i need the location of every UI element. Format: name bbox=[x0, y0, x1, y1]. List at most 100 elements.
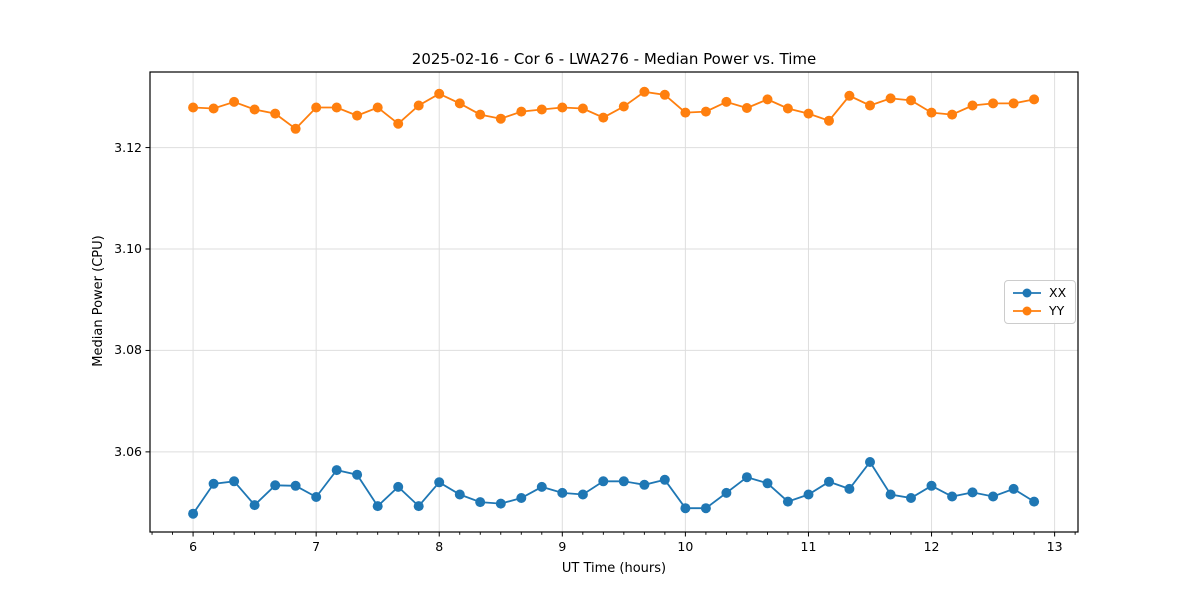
data-point-xx bbox=[454, 489, 465, 500]
data-point-xx bbox=[557, 487, 568, 498]
data-point-xx bbox=[331, 465, 342, 476]
data-point-xx bbox=[700, 503, 711, 514]
x-tick-label: 11 bbox=[800, 539, 817, 554]
legend-line-xx-icon bbox=[1013, 288, 1041, 298]
legend-label-xx: XX bbox=[1049, 285, 1067, 300]
data-point-yy bbox=[434, 88, 445, 99]
data-point-yy bbox=[393, 118, 404, 129]
data-point-yy bbox=[413, 100, 424, 111]
data-point-xx bbox=[311, 492, 322, 502]
data-point-xx bbox=[721, 487, 732, 498]
data-point-yy bbox=[700, 106, 711, 117]
data-point-xx bbox=[372, 501, 383, 512]
legend: XX YY bbox=[1004, 280, 1077, 324]
data-point-yy bbox=[782, 103, 793, 114]
data-point-yy bbox=[844, 90, 855, 101]
x-axis-label: UT Time (hours) bbox=[561, 561, 667, 576]
data-point-xx bbox=[413, 501, 424, 512]
data-point-yy bbox=[290, 123, 301, 134]
data-point-xx bbox=[1029, 496, 1040, 507]
data-point-yy bbox=[824, 115, 834, 126]
data-point-xx bbox=[803, 489, 814, 500]
data-point-xx bbox=[947, 491, 958, 502]
data-point-xx bbox=[762, 478, 773, 489]
x-tick-label: 7 bbox=[312, 539, 321, 554]
data-point-yy bbox=[188, 102, 199, 113]
data-point-xx bbox=[906, 493, 916, 503]
data-point-yy bbox=[988, 98, 999, 109]
data-point-yy bbox=[557, 102, 568, 113]
x-tick-label: 10 bbox=[677, 539, 694, 554]
x-tick-label: 6 bbox=[189, 539, 198, 554]
data-point-xx bbox=[475, 497, 486, 508]
plot-area bbox=[149, 71, 1079, 533]
data-point-xx bbox=[885, 489, 896, 500]
data-point-xx bbox=[782, 496, 793, 507]
data-point-xx bbox=[926, 480, 937, 491]
data-point-xx bbox=[249, 500, 260, 511]
data-point-yy bbox=[639, 86, 650, 97]
data-point-yy bbox=[947, 109, 958, 120]
data-point-xx bbox=[577, 489, 588, 500]
data-point-xx bbox=[618, 476, 629, 487]
data-point-yy bbox=[885, 93, 896, 104]
data-point-xx bbox=[988, 491, 999, 502]
data-point-xx bbox=[659, 474, 670, 485]
legend-item-xx: XX bbox=[1012, 286, 1066, 300]
data-point-yy bbox=[598, 112, 609, 123]
legend-label-yy: YY bbox=[1049, 303, 1065, 318]
data-point-yy bbox=[967, 100, 978, 111]
y-tick-label: 3.12 bbox=[114, 139, 142, 155]
data-point-xx bbox=[495, 498, 506, 509]
data-point-xx bbox=[188, 508, 199, 519]
data-point-yy bbox=[865, 100, 875, 111]
data-point-yy bbox=[516, 106, 527, 117]
data-point-xx bbox=[598, 476, 609, 487]
data-point-yy bbox=[618, 101, 629, 112]
y-tick-label: 3.10 bbox=[114, 241, 142, 256]
legend-line-yy-icon bbox=[1013, 306, 1041, 316]
data-point-xx bbox=[639, 479, 650, 490]
data-point-yy bbox=[249, 104, 260, 115]
data-point-yy bbox=[906, 95, 916, 106]
x-tick-label: 8 bbox=[435, 539, 444, 554]
data-point-xx bbox=[741, 472, 752, 483]
data-point-xx bbox=[865, 457, 875, 467]
data-point-xx bbox=[1008, 483, 1019, 494]
data-point-xx bbox=[270, 480, 281, 491]
chart-title: 2025-02-16 - Cor 6 - LWA276 - Median Pow… bbox=[411, 50, 817, 68]
data-point-xx bbox=[393, 481, 404, 492]
data-point-yy bbox=[762, 94, 773, 105]
x-tick-label: 9 bbox=[558, 539, 567, 554]
data-point-yy bbox=[475, 109, 486, 120]
data-point-xx bbox=[536, 481, 547, 492]
data-point-yy bbox=[229, 96, 240, 107]
data-point-yy bbox=[495, 113, 506, 124]
data-point-yy bbox=[577, 103, 588, 114]
data-point-yy bbox=[352, 110, 363, 121]
data-point-yy bbox=[454, 98, 465, 109]
data-point-yy bbox=[536, 104, 547, 115]
data-point-xx bbox=[352, 469, 363, 480]
data-point-yy bbox=[741, 103, 752, 113]
data-point-yy bbox=[803, 108, 814, 119]
y-tick-label: 3.08 bbox=[114, 342, 142, 358]
data-point-yy bbox=[372, 102, 383, 113]
x-tick-label: 12 bbox=[923, 539, 940, 554]
data-point-yy bbox=[331, 102, 342, 113]
data-point-xx bbox=[229, 476, 240, 487]
data-point-yy bbox=[659, 89, 670, 100]
data-point-xx bbox=[844, 483, 855, 494]
data-point-xx bbox=[434, 477, 445, 488]
y-tick-label: 3.06 bbox=[114, 443, 142, 459]
data-point-yy bbox=[680, 107, 691, 118]
data-point-xx bbox=[967, 487, 978, 498]
data-point-xx bbox=[824, 476, 834, 487]
data-point-xx bbox=[516, 493, 527, 503]
data-point-yy bbox=[721, 96, 732, 107]
x-tick-label: 13 bbox=[1046, 539, 1063, 554]
legend-item-yy: YY bbox=[1012, 304, 1066, 318]
data-point-yy bbox=[270, 108, 281, 119]
